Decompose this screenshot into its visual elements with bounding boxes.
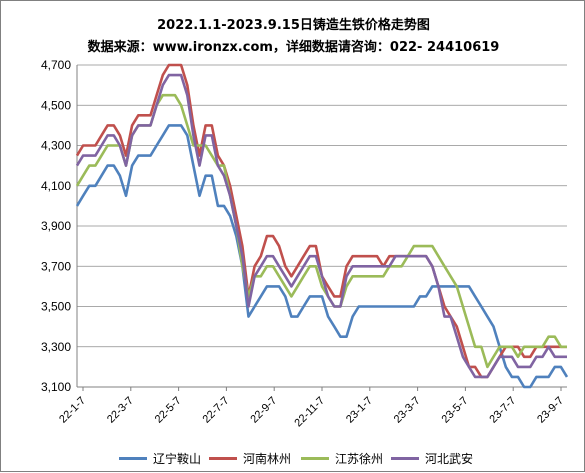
legend-item: 河北武安 bbox=[391, 448, 473, 468]
legend-label: 河北武安 bbox=[425, 451, 474, 466]
y-tick-label: 4,300 bbox=[41, 139, 71, 153]
x-tick-label: 23-5-7 bbox=[440, 395, 471, 426]
x-tick-label: 23-7-7 bbox=[487, 395, 518, 426]
y-tick-label: 3,900 bbox=[41, 219, 71, 233]
legend: 辽宁鞍山 河南林州 江苏徐州 河北武安 bbox=[1, 448, 585, 468]
x-tick-label: 22-5-7 bbox=[153, 395, 184, 426]
x-tick-label: 22-7-7 bbox=[201, 395, 232, 426]
y-tick-label: 4,700 bbox=[41, 58, 71, 72]
axes bbox=[76, 65, 567, 391]
y-tick-label: 3,300 bbox=[41, 340, 71, 354]
y-tick-labels: 4,700 4,500 4,300 4,100 3,900 3,700 3,500 3,300… bbox=[41, 58, 71, 394]
series-line-1 bbox=[75, 124, 569, 389]
legend-swatch bbox=[301, 456, 329, 460]
y-tick-label: 3,100 bbox=[41, 380, 71, 394]
chart-subtitle: 数据来源：www.ironzx.com，详细数据请咨询：022- 2441061… bbox=[87, 40, 500, 55]
x-tick-label: 22-11-7 bbox=[292, 395, 327, 430]
legend-label: 河南林州 bbox=[243, 451, 292, 466]
y-tick-label: 3,500 bbox=[41, 300, 71, 314]
x-tick-label: 22-9-7 bbox=[248, 395, 279, 426]
x-tick-label: 22-1-7 bbox=[57, 395, 88, 426]
legend-swatch bbox=[119, 456, 147, 460]
x-tick-label: 23-9-7 bbox=[535, 395, 566, 426]
legend-label: 江苏徐州 bbox=[335, 451, 384, 466]
legend-item: 江苏徐州 bbox=[301, 448, 383, 468]
x-tick-label: 22-3-7 bbox=[105, 395, 136, 426]
x-tick-label: 23-1-7 bbox=[344, 395, 375, 426]
y-tick-label: 4,100 bbox=[41, 179, 71, 193]
series-line-4 bbox=[75, 73, 567, 379]
legend-item: 辽宁鞍山 bbox=[119, 448, 201, 468]
chart-title: 2022.1.1-2023.9.15日铸造生铁价格走势图 bbox=[157, 18, 430, 33]
x-tick-labels: 22-1-7 22-3-7 22-5-7 22-7-7 22-9-7 22-11-7 23-… bbox=[57, 395, 566, 430]
legend-label: 辽宁鞍山 bbox=[153, 451, 202, 466]
series-lines bbox=[75, 63, 569, 389]
y-tick-label: 4,500 bbox=[41, 98, 71, 112]
legend-swatch bbox=[391, 456, 419, 460]
gridlines bbox=[77, 64, 567, 388]
y-tick-label: 3,700 bbox=[41, 259, 71, 273]
legend-swatch bbox=[209, 456, 237, 460]
legend-item: 河南林州 bbox=[209, 448, 291, 468]
x-tick-label: 23-3-7 bbox=[392, 395, 423, 426]
